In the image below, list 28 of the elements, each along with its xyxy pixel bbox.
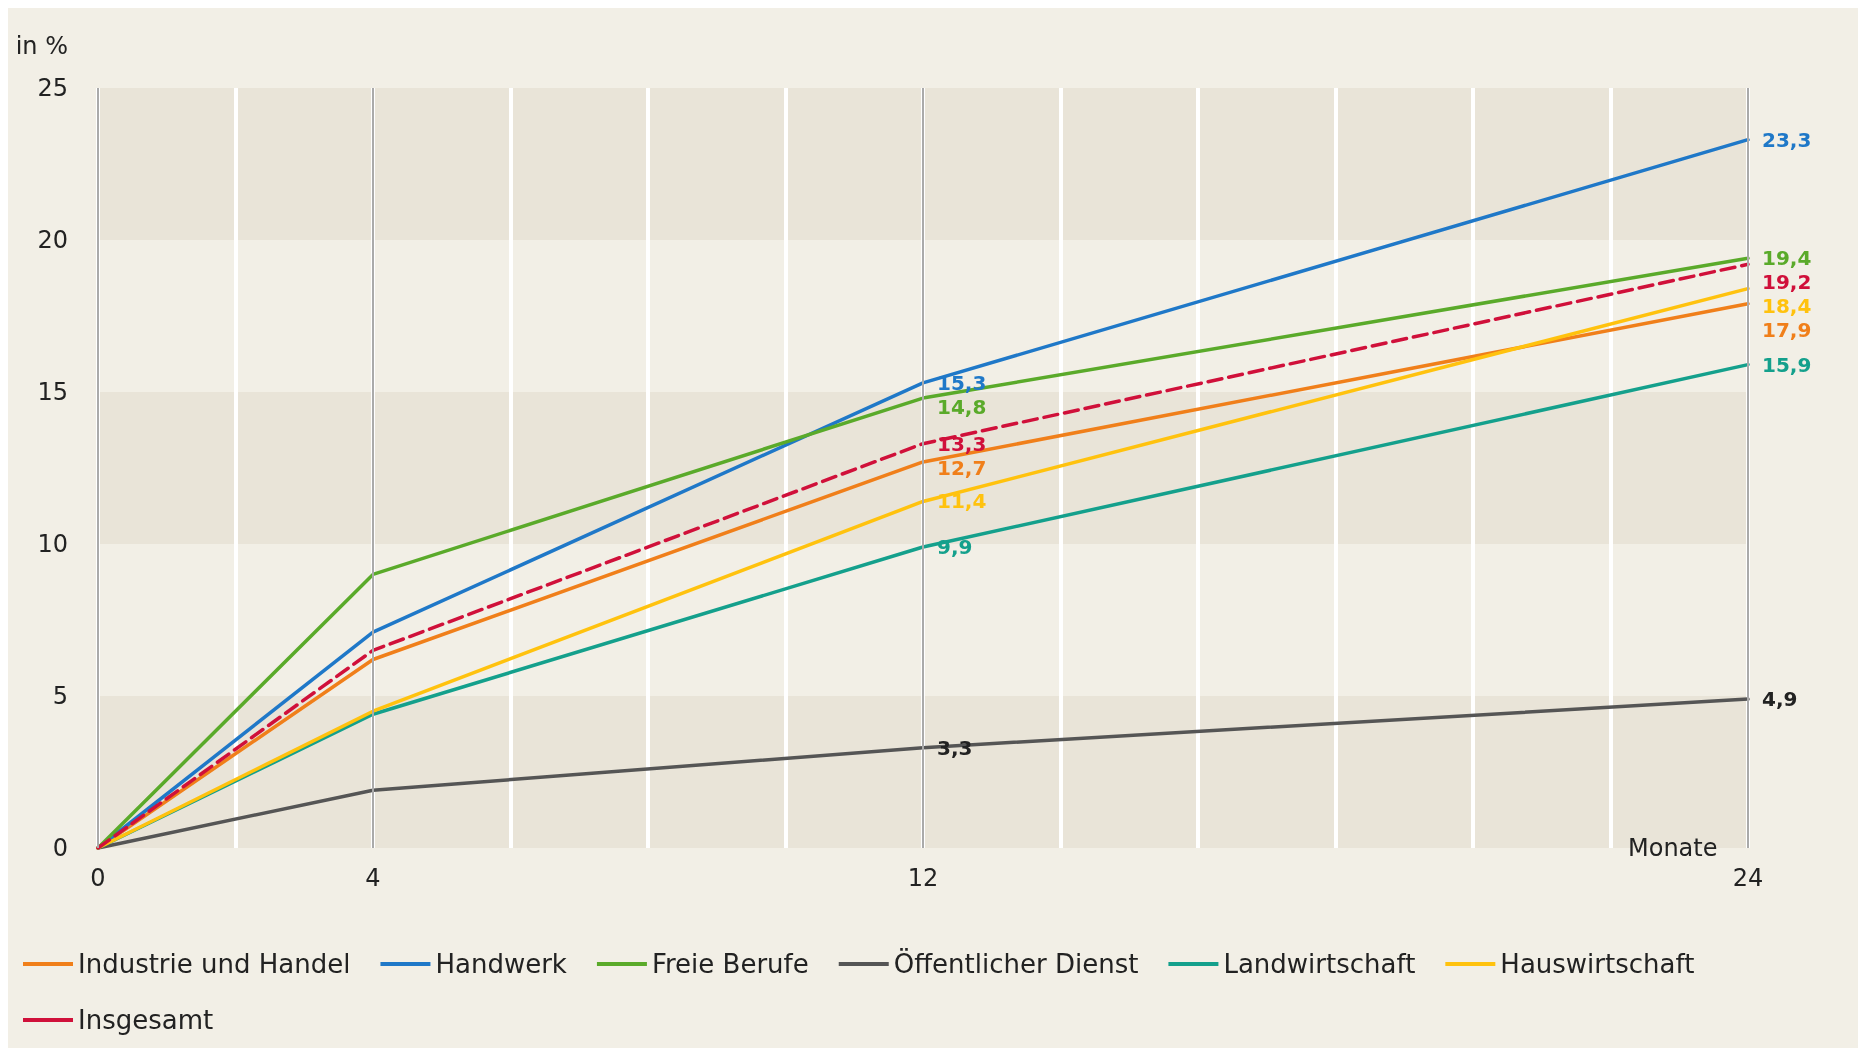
legend-label: Industrie und Handel bbox=[78, 949, 351, 979]
legend-label: Insgesamt bbox=[78, 1005, 214, 1035]
y-tick-label: 0 bbox=[52, 834, 68, 862]
legend-label: Freie Berufe bbox=[651, 949, 809, 979]
legend-label: Handwerk bbox=[435, 949, 567, 979]
x-axis-title: Monate bbox=[1628, 834, 1718, 862]
legend-label: Hauswirtschaft bbox=[1500, 949, 1695, 979]
data-label: 18,4 bbox=[1762, 294, 1812, 319]
y-tick-label: 25 bbox=[37, 74, 68, 102]
y-tick-label: 15 bbox=[37, 378, 68, 406]
x-tick-label: 0 bbox=[90, 864, 106, 892]
data-label: 12,7 bbox=[937, 455, 987, 480]
y-tick-label: 10 bbox=[37, 530, 68, 558]
data-label: 23,3 bbox=[1762, 127, 1812, 152]
data-label: 19,4 bbox=[1762, 246, 1812, 271]
y-tick-label: 20 bbox=[37, 226, 68, 254]
data-label: 14,8 bbox=[937, 394, 987, 419]
x-tick-label: 12 bbox=[907, 864, 939, 892]
legend-label: Landwirtschaft bbox=[1223, 949, 1416, 979]
data-label: 15,9 bbox=[1762, 352, 1812, 377]
y-tick-label: 5 bbox=[52, 682, 68, 710]
data-label: 17,9 bbox=[1762, 318, 1812, 343]
legend-label: Öffentlicher Dienst bbox=[893, 948, 1139, 979]
data-label: 4,9 bbox=[1762, 687, 1798, 712]
x-tick-label: 24 bbox=[1732, 864, 1764, 892]
data-label: 19,2 bbox=[1762, 270, 1812, 295]
x-tick-label: 4 bbox=[365, 864, 381, 892]
y-axis-title: in % bbox=[15, 32, 68, 60]
